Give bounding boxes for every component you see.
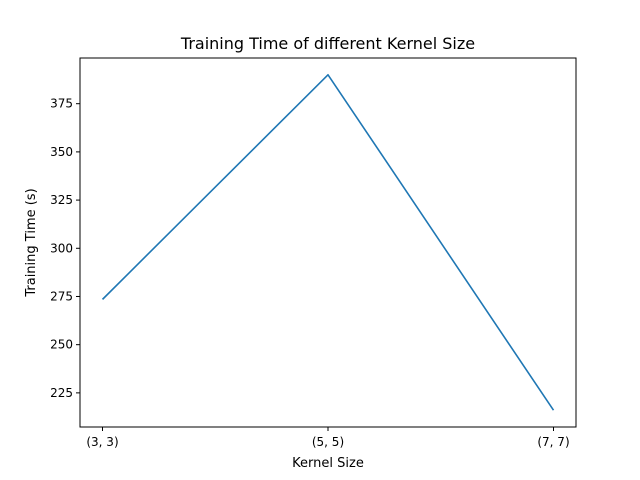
y-tick-label: 275 [50, 289, 73, 303]
y-tick-label: 350 [50, 145, 73, 159]
y-axis: 225 250 275 300 325 350 375 [50, 97, 80, 400]
x-tick-label: (7, 7) [537, 435, 569, 449]
x-axis: (3, 3) (5, 5) (7, 7) [86, 427, 570, 449]
chart-title: Training Time of different Kernel Size [180, 34, 475, 53]
y-axis-label: Training Time (s) [24, 188, 39, 297]
plot-area [79, 57, 577, 428]
axes-frame [79, 57, 577, 428]
series-line [101, 73, 555, 411]
x-axis-label: Kernel Size [292, 456, 364, 471]
x-tick-label: (3, 3) [86, 435, 118, 449]
y-tick-label: 375 [50, 97, 73, 111]
y-tick-label: 225 [50, 386, 73, 400]
y-tick-label: 250 [50, 338, 73, 352]
y-tick-label: 300 [50, 241, 73, 255]
x-tick-label: (5, 5) [312, 435, 344, 449]
y-tick-label: 325 [50, 193, 73, 207]
